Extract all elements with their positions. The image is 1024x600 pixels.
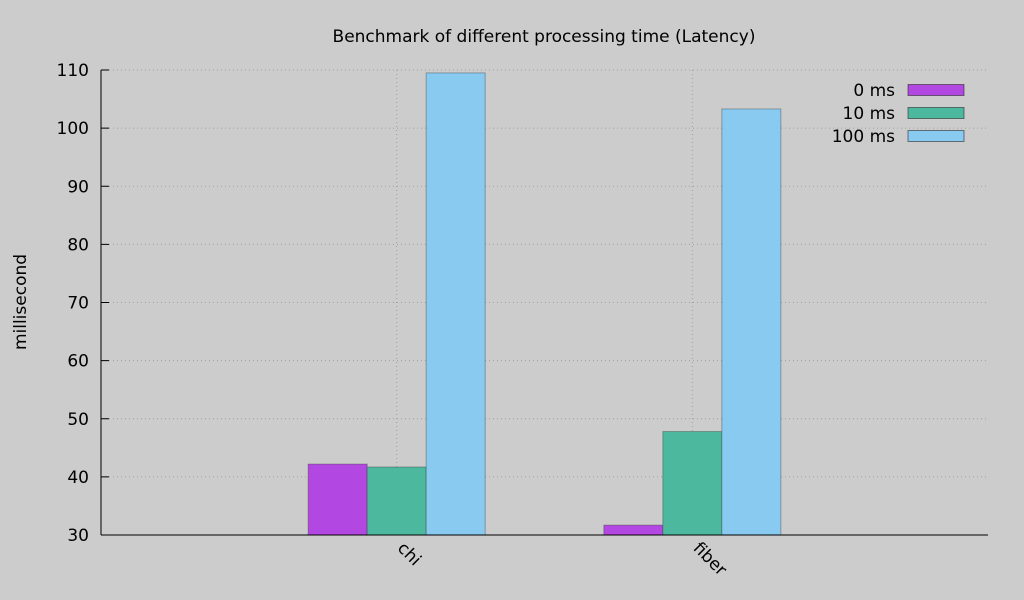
x-ticks: chi fiber <box>393 538 730 580</box>
y-tick-label: 60 <box>67 352 89 372</box>
legend: 0 ms 10 ms 100 ms <box>832 81 965 147</box>
y-tick-label: 80 <box>67 235 89 255</box>
legend-label: 10 ms <box>843 104 896 124</box>
bar-fiber-10-ms <box>662 431 723 536</box>
legend-swatch <box>907 107 965 119</box>
y-tick-label: 100 <box>57 119 89 139</box>
bar-chi-10-ms <box>366 466 427 536</box>
legend-label: 0 ms <box>853 81 895 101</box>
chart-title: Benchmark of different processing time (… <box>333 27 756 47</box>
y-tick-label: 40 <box>67 468 89 488</box>
x-tick-label: chi <box>393 538 425 570</box>
legend-label: 100 ms <box>832 127 895 147</box>
legend-swatch <box>907 130 965 142</box>
y-ticks: 30 40 50 60 70 80 90 100 110 <box>57 61 109 546</box>
y-tick-label: 70 <box>67 294 89 314</box>
bar-fiber-100-ms <box>721 108 782 536</box>
bar-chi-100-ms <box>425 72 486 536</box>
y-tick-label: 30 <box>67 526 89 546</box>
x-tick-label: fiber <box>689 538 731 580</box>
legend-swatch <box>907 84 965 96</box>
grid-lines <box>101 69 988 535</box>
bars <box>307 72 782 536</box>
y-tick-label: 50 <box>67 410 89 430</box>
bar-fiber-0-ms <box>603 524 664 536</box>
bar-chi-0-ms <box>307 463 368 536</box>
y-axis-label: millisecond <box>11 254 31 350</box>
y-tick-label: 110 <box>57 61 89 81</box>
y-tick-label: 90 <box>67 177 89 197</box>
